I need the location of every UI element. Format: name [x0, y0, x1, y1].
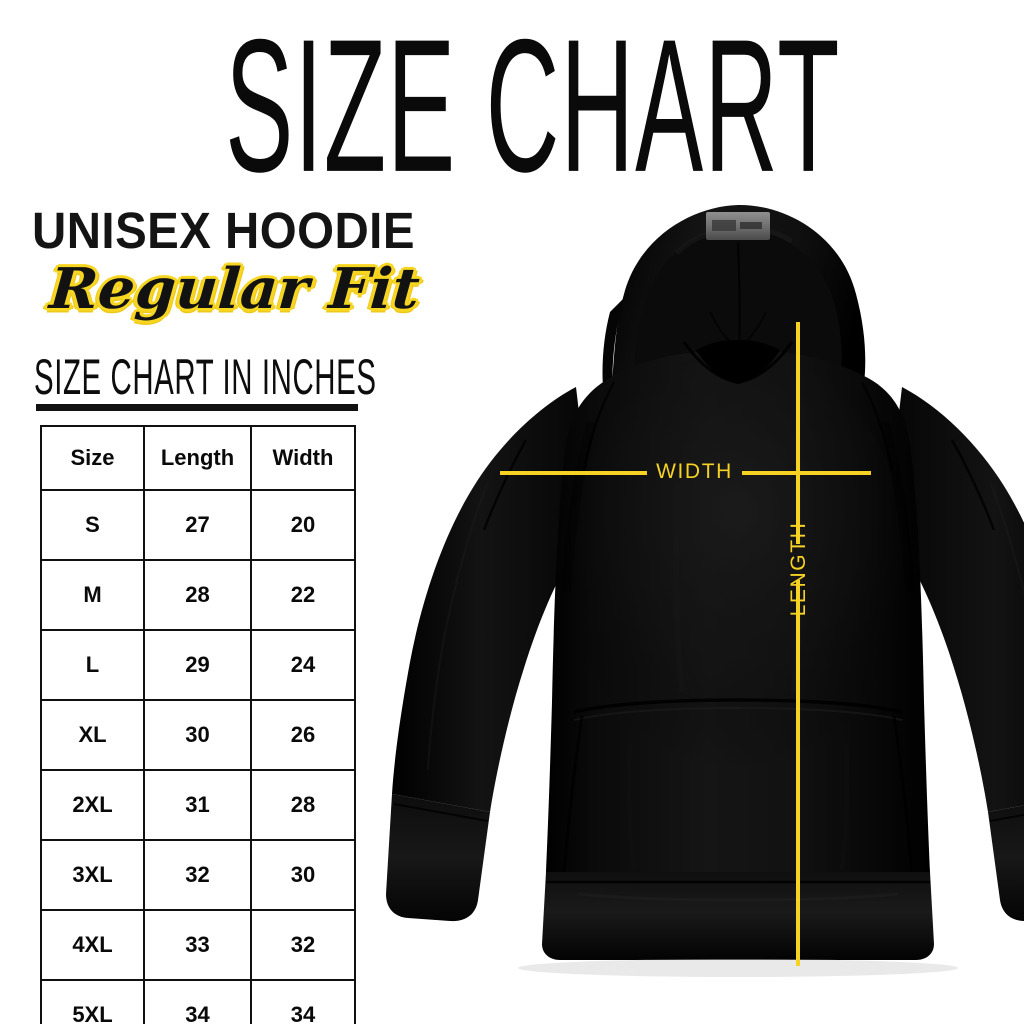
shoulder-seam-left [582, 381, 616, 471]
armhole-shadow-right [879, 420, 915, 593]
cell-width: 22 [250, 559, 356, 631]
cell-width: 24 [250, 629, 356, 701]
units-heading-underline [36, 404, 358, 411]
column-header-size: Size [40, 425, 145, 491]
pocket-top-highlight [573, 706, 903, 721]
cell-size: S [40, 489, 145, 561]
cell-length: 31 [143, 769, 252, 841]
cell-size: L [40, 629, 145, 701]
hem-band [542, 872, 934, 960]
table-row: S 27 20 [40, 489, 356, 561]
sleeve-right [886, 387, 1024, 812]
collar-seam [682, 341, 794, 384]
table-row: 2XL 31 28 [40, 769, 356, 841]
column-header-width: Width [250, 425, 356, 491]
drop-shadow [518, 959, 958, 977]
cell-size: 5XL [40, 979, 145, 1024]
table-row: XL 30 26 [40, 699, 356, 771]
page-title: SIZE CHART [225, 0, 841, 212]
sleeve-right-seam [950, 439, 996, 531]
hem-highlight [577, 892, 899, 902]
cuff-left-seam [393, 803, 489, 822]
cell-size: 2XL [40, 769, 145, 841]
cell-width: 30 [250, 839, 356, 911]
shoulder-seam-right [860, 381, 894, 471]
cell-size: M [40, 559, 145, 631]
hoodie-image [378, 182, 1024, 1000]
armhole-shadow-left [561, 420, 597, 593]
cell-length: 32 [143, 839, 252, 911]
table-row: 4XL 33 32 [40, 909, 356, 981]
cell-width: 26 [250, 699, 356, 771]
brand-neck-label [706, 212, 770, 240]
cell-width: 20 [250, 489, 356, 561]
cell-length: 33 [143, 909, 252, 981]
sleeve-left-seam [482, 439, 528, 531]
cell-width: 28 [250, 769, 356, 841]
cuff-right [988, 805, 1024, 921]
cell-size: 3XL [40, 839, 145, 911]
cell-length: 27 [143, 489, 252, 561]
cell-length: 29 [143, 629, 252, 701]
cuff-left [386, 794, 490, 922]
sleeve-left-fold [427, 481, 489, 771]
product-fit-label: Regular Fit [47, 256, 422, 322]
pocket-edge-left [562, 715, 584, 873]
fabric-fold-3 [626, 741, 637, 871]
table-row: L 29 24 [40, 629, 356, 701]
cell-width: 34 [250, 979, 356, 1024]
column-header-length: Length [143, 425, 252, 491]
table-row: 3XL 32 30 [40, 839, 356, 911]
table-row: 5XL 34 34 [40, 979, 356, 1024]
fabric-fold-4 [839, 741, 850, 871]
hoodie-illustration [386, 204, 1024, 977]
product-name: UNISEX HOODIE [32, 202, 415, 259]
pocket-edge-right [892, 715, 914, 873]
units-heading: SIZE CHART IN INCHES [34, 349, 377, 406]
sleeve-right-fold [989, 481, 1024, 597]
table-header-row: Size Length Width [40, 425, 356, 491]
cell-size: 4XL [40, 909, 145, 981]
cell-length: 34 [143, 979, 252, 1024]
cell-length: 30 [143, 699, 252, 771]
size-table: Size Length Width S 27 20 M 28 22 L 29 2… [40, 425, 356, 1024]
cell-size: XL [40, 699, 145, 771]
sleeve-left [392, 387, 592, 812]
cuff-right-seam [989, 813, 1024, 822]
fabric-fold-1 [672, 481, 685, 693]
pocket-top-seam [573, 698, 903, 714]
cell-length: 28 [143, 559, 252, 631]
body-highlight [568, 352, 908, 772]
hood-throat-shadow [709, 311, 767, 350]
cell-width: 32 [250, 909, 356, 981]
table-row: M 28 22 [40, 559, 356, 631]
